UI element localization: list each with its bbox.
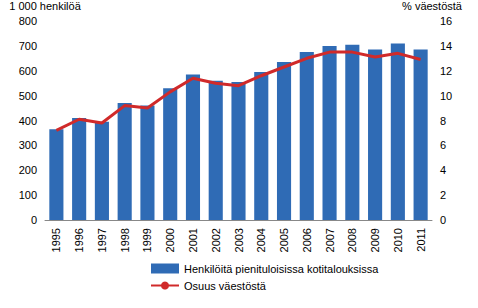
svg-text:100: 100 xyxy=(19,189,37,201)
svg-text:2001: 2001 xyxy=(187,228,199,252)
svg-text:2002: 2002 xyxy=(210,228,222,252)
svg-text:0: 0 xyxy=(440,214,446,226)
svg-text:700: 700 xyxy=(19,40,37,52)
svg-text:0: 0 xyxy=(31,214,37,226)
svg-text:2005: 2005 xyxy=(278,228,290,252)
svg-text:% väestöstä: % väestöstä xyxy=(402,0,463,12)
svg-text:500: 500 xyxy=(19,90,37,102)
svg-text:200: 200 xyxy=(19,164,37,176)
svg-text:800: 800 xyxy=(19,15,37,27)
svg-text:1 000 henkilöä: 1 000 henkilöä xyxy=(9,0,81,12)
svg-text:12: 12 xyxy=(440,65,452,77)
svg-text:Osuus väestöstä: Osuus väestöstä xyxy=(184,280,267,292)
svg-text:2009: 2009 xyxy=(369,228,381,252)
svg-text:1996: 1996 xyxy=(73,228,85,252)
svg-text:Henkilöitä pienituloisissa kot: Henkilöitä pienituloisissa kotitalouksis… xyxy=(184,263,379,275)
svg-text:600: 600 xyxy=(19,65,37,77)
svg-text:1998: 1998 xyxy=(119,228,131,252)
svg-text:2000: 2000 xyxy=(164,228,176,252)
svg-text:400: 400 xyxy=(19,115,37,127)
svg-text:2: 2 xyxy=(440,189,446,201)
svg-text:2007: 2007 xyxy=(324,228,336,252)
svg-text:14: 14 xyxy=(440,40,452,52)
svg-text:10: 10 xyxy=(440,90,452,102)
svg-text:2008: 2008 xyxy=(346,228,358,252)
svg-text:2003: 2003 xyxy=(233,228,245,252)
svg-text:300: 300 xyxy=(19,139,37,151)
svg-text:1995: 1995 xyxy=(50,228,62,252)
svg-text:2011: 2011 xyxy=(415,228,427,252)
svg-text:2004: 2004 xyxy=(255,228,267,252)
svg-text:2010: 2010 xyxy=(392,228,404,252)
svg-text:6: 6 xyxy=(440,139,446,151)
svg-text:1997: 1997 xyxy=(96,228,108,252)
svg-text:16: 16 xyxy=(440,15,452,27)
svg-text:4: 4 xyxy=(440,164,446,176)
svg-text:8: 8 xyxy=(440,115,446,127)
svg-text:2006: 2006 xyxy=(301,228,313,252)
svg-text:1999: 1999 xyxy=(141,228,153,252)
